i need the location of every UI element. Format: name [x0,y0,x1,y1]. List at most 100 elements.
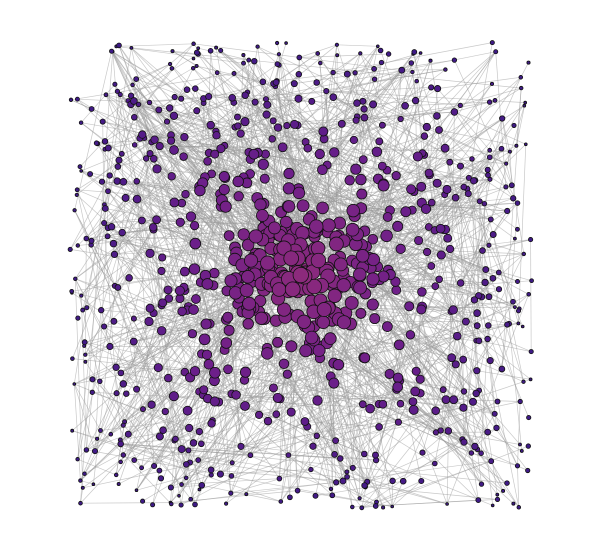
graph-node [178,502,184,508]
graph-node [464,190,472,198]
graph-node [129,337,138,346]
graph-edge [352,239,531,262]
graph-edge [117,158,147,167]
graph-node [476,198,483,205]
graph-node [179,266,190,277]
graph-node [241,270,255,284]
graph-node [207,47,214,54]
graph-node [355,307,367,319]
graph-edge [373,259,479,297]
graph-node [353,280,367,295]
graph-node [485,293,493,301]
graph-node [150,135,159,144]
graph-node [485,172,491,179]
graph-node [357,496,362,501]
graph-node [330,69,336,76]
graph-node [269,383,278,393]
graph-node [240,401,250,411]
graph-node [510,195,517,202]
graph-node [520,324,525,329]
graph-edge [333,96,358,104]
graph-node [131,457,138,463]
graph-edge [375,445,529,507]
graph-node [272,392,283,403]
graph-node [74,187,80,193]
graph-edge [288,454,341,459]
graph-node [356,188,368,200]
graph-node [278,358,290,370]
graph-node [183,86,191,94]
graph-node [484,428,492,436]
graph-node [78,500,83,506]
graph-node [251,58,258,65]
graph-node [279,215,293,229]
graph-edge [389,335,458,375]
graph-node [436,250,446,260]
graph-node [333,257,348,272]
graph-node [371,146,383,158]
graph-edge [149,105,461,154]
graph-node [199,385,209,395]
graph-node [521,379,526,384]
graph-node [177,306,187,317]
graph-node [494,398,501,405]
graph-edge [117,63,171,92]
graph-node [411,49,418,55]
graph-node [234,113,241,121]
graph-edge [123,276,244,385]
graph-node [411,366,421,376]
graph-node [345,222,360,237]
graph-node [328,486,334,492]
graph-node [472,389,480,398]
graph-edge [171,460,492,505]
graph-edge [134,104,139,145]
graph-edge [278,54,489,433]
graph-node [504,321,511,328]
graph-node [276,52,281,57]
graph-node [218,171,230,182]
graph-node [155,106,163,114]
graph-node [118,150,125,157]
graph-node [400,206,412,218]
graph-node [377,47,384,54]
graph-node [321,218,336,233]
graph-node [378,121,386,129]
graph-node [179,482,184,487]
graph-node [169,145,179,155]
graph-node [119,177,128,186]
graph-edge [91,227,109,242]
graph-node [519,448,524,453]
graph-node [178,95,185,102]
graph-edge [76,189,187,465]
graph-node [382,321,393,332]
graph-edge [233,102,267,115]
graph-edge [199,401,216,432]
graph-edge [485,253,524,270]
graph-node [243,253,259,268]
graph-edge [107,91,248,237]
graph-node [257,158,269,170]
graph-node [208,472,214,478]
graph-edge [172,50,199,55]
graph-node [329,236,344,252]
graph-edge [116,180,393,507]
graph-edge [74,51,112,211]
graph-node [275,40,280,46]
graph-node [80,307,86,313]
graph-node [206,120,215,130]
graph-node [511,122,517,128]
graph-edge [285,46,379,246]
graph-edge [476,370,531,380]
graph-edge [172,50,197,67]
graph-node [158,253,167,262]
graph-edge [514,294,529,308]
graph-node [237,228,250,241]
graph-node [337,119,346,128]
graph-edge [346,73,378,152]
graph-node [451,360,460,369]
graph-node [91,482,96,487]
graph-node [327,288,342,303]
graph-edge [82,96,334,311]
graph-node [283,122,291,130]
graph-node [415,374,425,384]
